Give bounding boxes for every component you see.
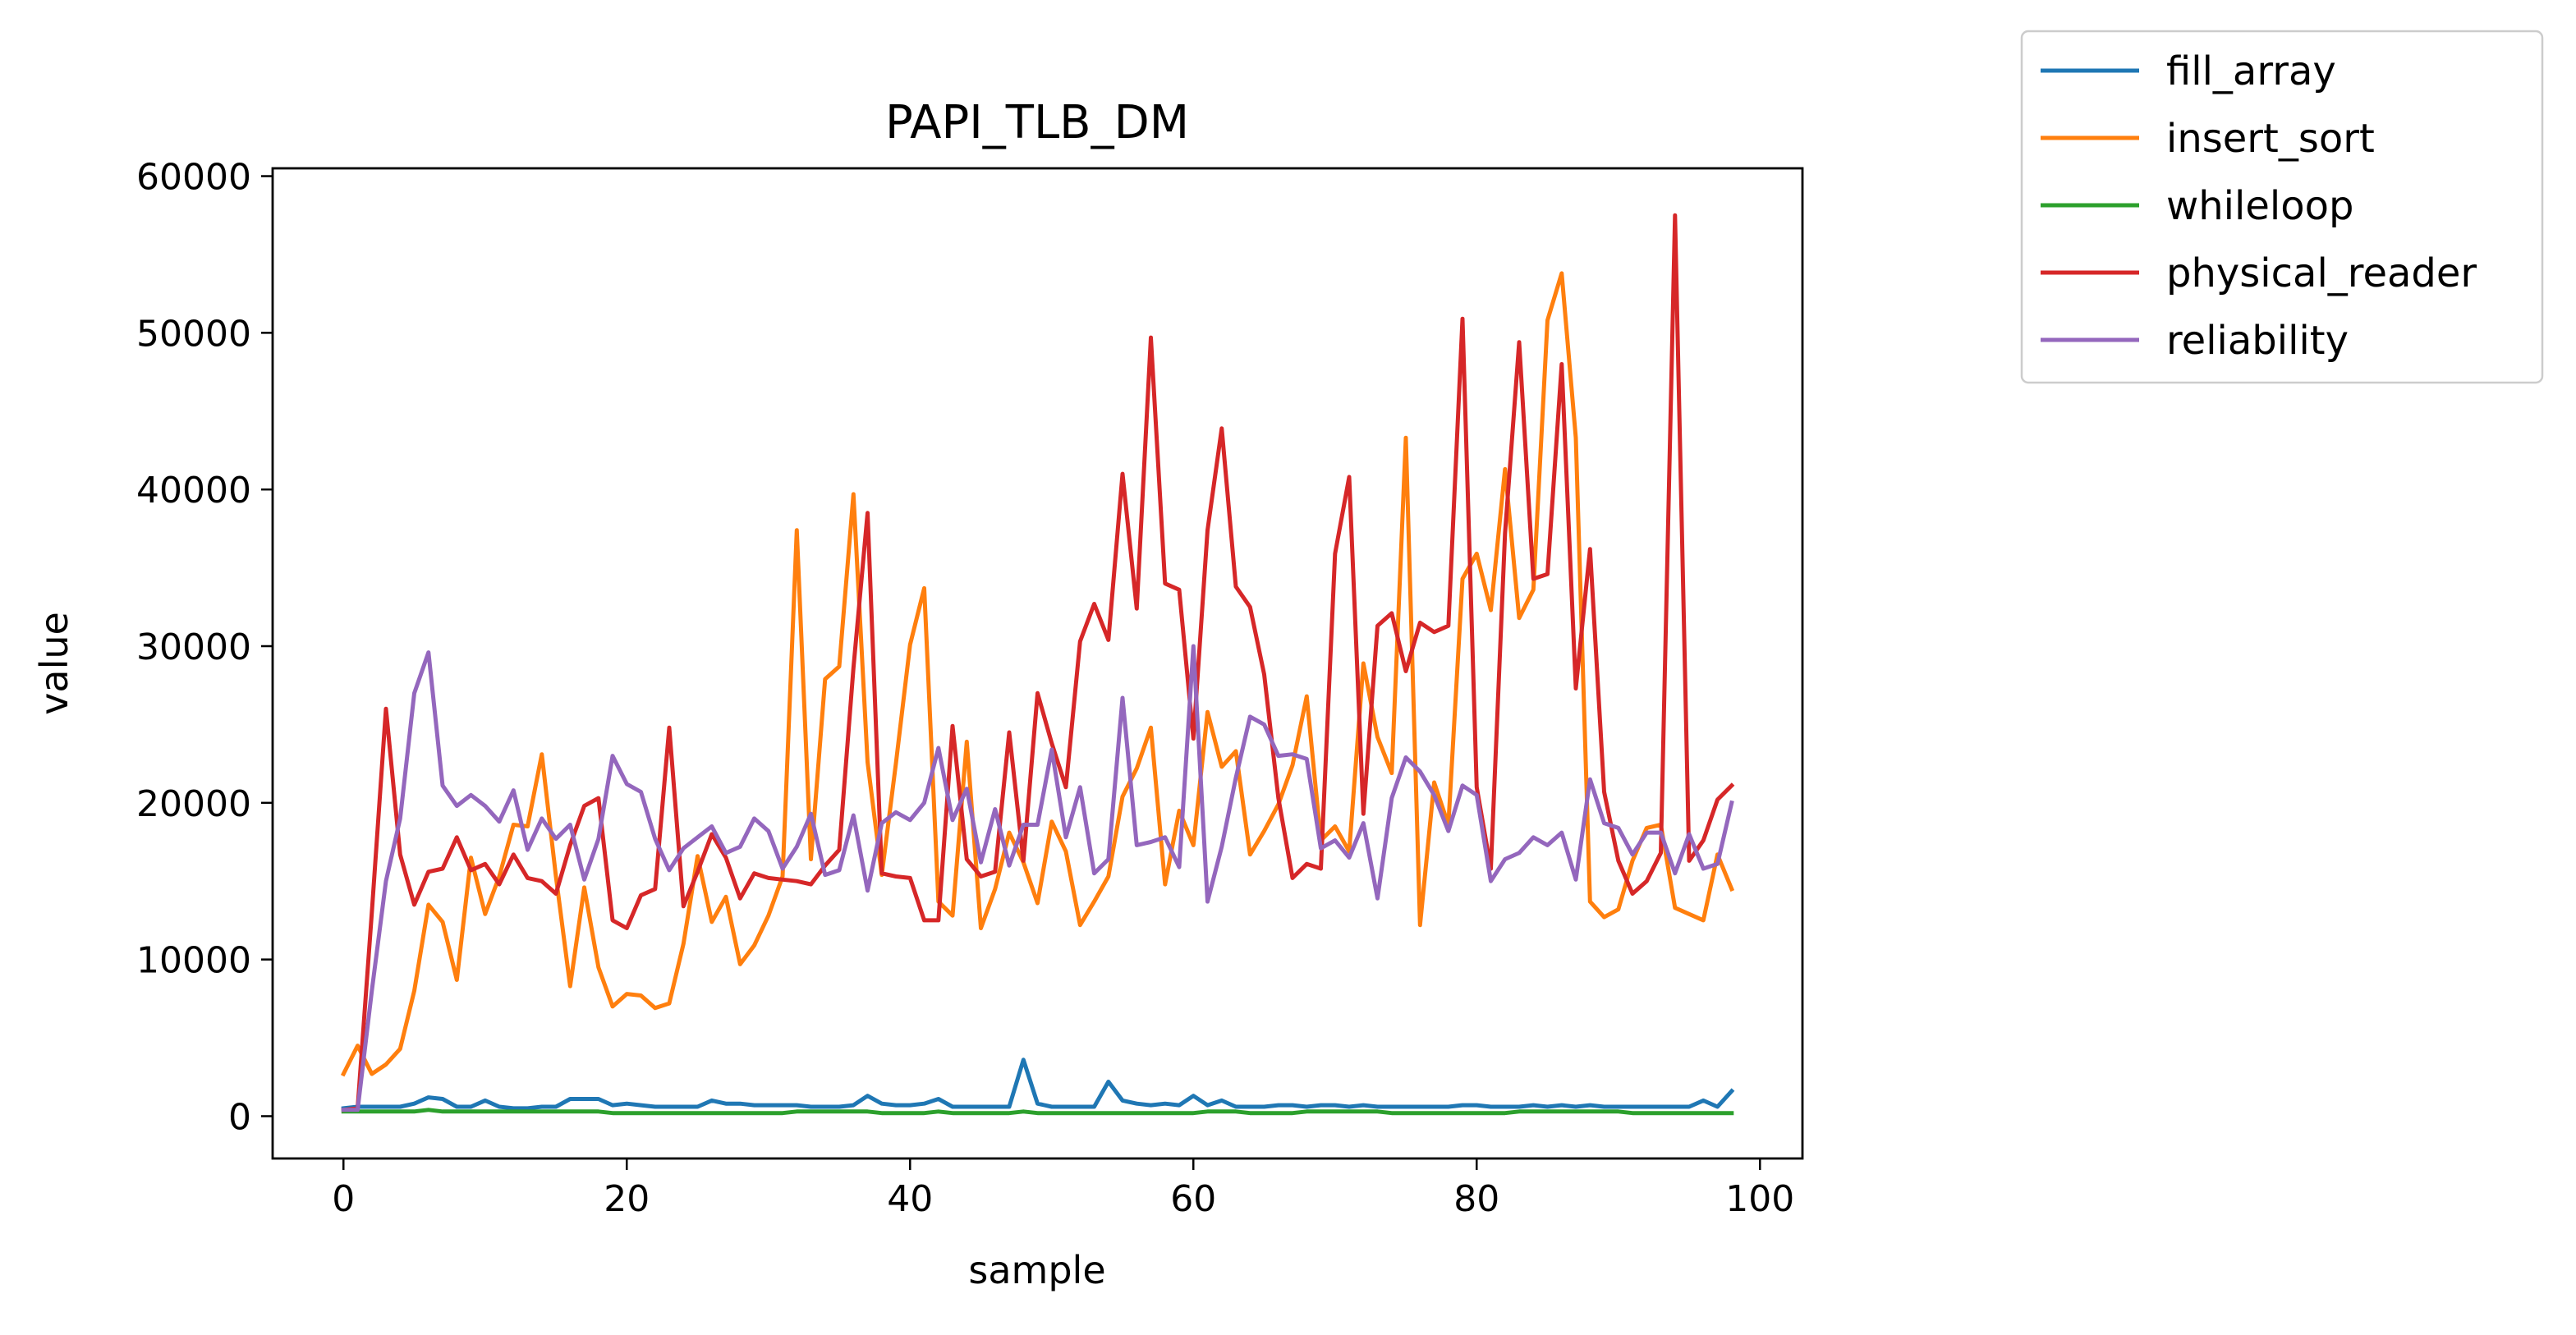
- legend-label: whileloop: [2166, 183, 2353, 229]
- legend: fill_array insert_sort whileloop physical_r…: [2020, 30, 2544, 384]
- y-axis-label: value: [32, 612, 76, 715]
- legend-label: reliability: [2166, 318, 2349, 364]
- x-tick-label: 60: [1170, 1178, 1216, 1220]
- series-line-insert-sort: [340, 271, 1735, 1077]
- y-tick-label: 50000: [136, 313, 251, 355]
- y-tick-label: 40000: [136, 470, 251, 512]
- y-tick-label: 20000: [136, 783, 251, 825]
- x-axis: 0 20 40 60 80 100: [332, 1158, 1794, 1220]
- legend-label: fill_array: [2166, 48, 2336, 94]
- y-tick-label: 0: [228, 1096, 251, 1138]
- x-tick-label: 100: [1725, 1178, 1794, 1220]
- legend-box: [2020, 30, 2544, 384]
- x-tick-label: 20: [604, 1178, 650, 1220]
- series-line-physical-reader: [341, 213, 1735, 1112]
- y-axis: 0 10000 20000 30000 40000 50000 60000: [136, 157, 273, 1138]
- x-tick-label: 0: [332, 1178, 355, 1220]
- x-tick-label: 40: [887, 1178, 933, 1220]
- legend-label: insert_sort: [2166, 116, 2375, 162]
- series-line-whileloop: [341, 1108, 1734, 1116]
- chart-title: PAPI_TLB_DM: [885, 96, 1189, 149]
- legend-label: physical_reader: [2166, 250, 2477, 296]
- plot-frame: [271, 167, 1804, 1160]
- x-axis-label: sample: [968, 1248, 1105, 1292]
- plot-area: [340, 213, 1735, 1116]
- y-tick-label: 10000: [136, 940, 251, 982]
- y-tick-label: 30000: [136, 626, 251, 668]
- series-line-reliability: [341, 644, 1734, 1112]
- x-tick-label: 80: [1453, 1178, 1499, 1220]
- y-tick-label: 60000: [136, 157, 251, 199]
- series-line-fill-array: [341, 1057, 1735, 1111]
